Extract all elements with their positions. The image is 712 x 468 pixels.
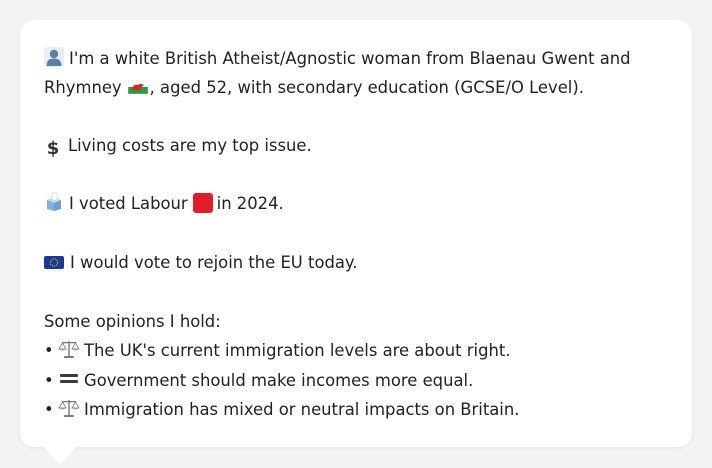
intro-text-line-1: I'm a white British Atheist/Agnostic wom…: [69, 49, 631, 68]
opinion-item: • Government should make incomes more equ…: [44, 366, 473, 395]
opinion-item: • The UK's current immigration levels ar…: [44, 336, 511, 365]
vote-line: I voted Labour in 2024.: [44, 189, 284, 218]
eu-text: I would vote to rejoin the EU today.: [70, 253, 358, 272]
dollar-icon: $: [46, 138, 60, 159]
person-icon: [44, 47, 64, 67]
intro-line-1: I'm a white British Atheist/Agnostic wom…: [44, 44, 631, 73]
vote-text-prefix: I voted Labour: [69, 194, 188, 213]
ballot-box-icon: [47, 192, 61, 211]
bullet: •: [44, 341, 54, 360]
top-issue-text: Living costs are my top issue.: [68, 136, 312, 155]
vote-text-suffix: in 2024.: [216, 194, 284, 213]
bullet: •: [44, 371, 54, 390]
equals-icon: [60, 374, 78, 386]
opinion-text: The UK's current immigration levels are …: [84, 341, 511, 360]
intro-details: , aged 52, with secondary education (GCS…: [149, 78, 584, 97]
opinions-heading: Some opinions I hold:: [44, 312, 221, 331]
balance-scale-icon: [58, 341, 80, 358]
eu-flag-icon: [44, 256, 64, 269]
labour-red-square-icon: [192, 193, 213, 213]
opinion-text: Immigration has mixed or neutral impacts…: [84, 400, 520, 419]
intro-line-2: Rhymney , aged 52, with secondary educat…: [44, 73, 584, 102]
bullet: •: [44, 400, 54, 419]
top-issue-line: $ Living costs are my top issue.: [44, 131, 312, 163]
intro-location: Rhymney: [44, 78, 122, 97]
eu-line: I would vote to rejoin the EU today.: [44, 248, 358, 277]
wales-flag-icon: [127, 80, 148, 94]
speech-bubble-tail: [42, 446, 78, 464]
opinion-text: Government should make incomes more equa…: [84, 371, 474, 390]
balance-scale-icon: [58, 400, 80, 417]
opinion-item: • Immigration has mixed or neutral impac…: [44, 395, 519, 424]
